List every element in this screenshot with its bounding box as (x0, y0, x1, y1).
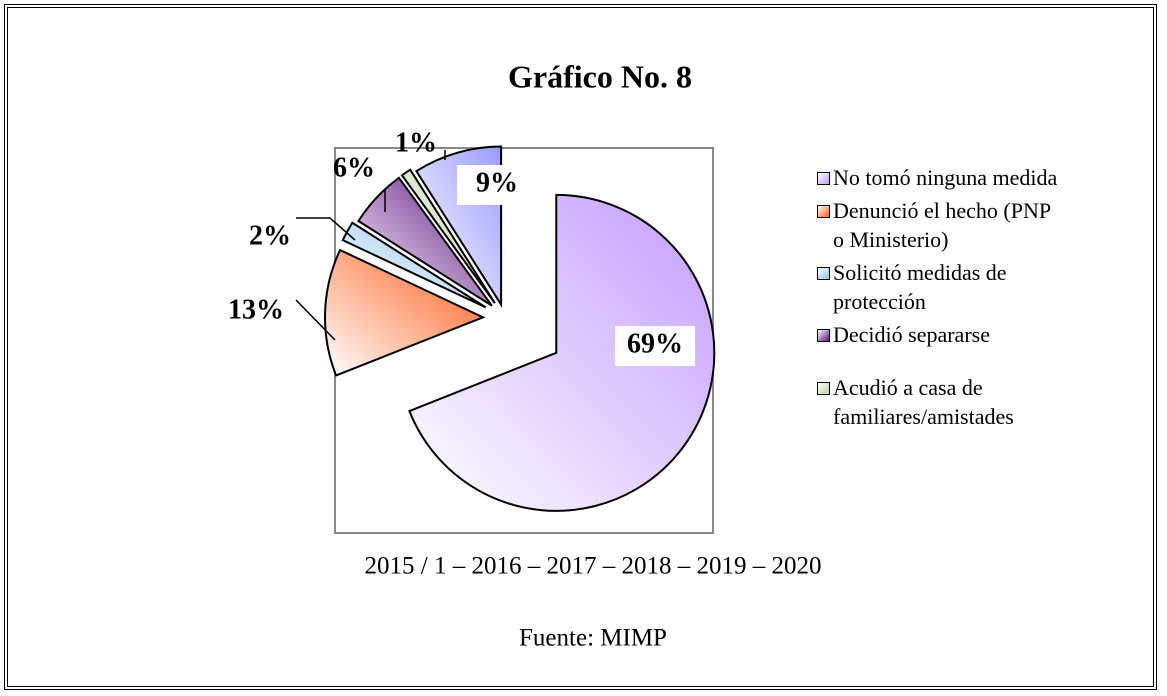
legend-label: No tomó ninguna medida (833, 165, 1058, 190)
legend-label: Acudió a casa de familiares/amistades (833, 375, 1014, 429)
label-box (457, 165, 537, 205)
data-label: 6% (333, 152, 375, 183)
legend-entry: Acudió a casa de familiares/amistades (815, 373, 1060, 431)
legend-entry: Denunció el hecho (PNP o Ministerio) (815, 196, 1060, 254)
pie-slice (400, 168, 496, 304)
source: Fuente: MIMP (519, 625, 667, 652)
legend-entry: Decidió separarse (815, 320, 1060, 349)
data-label: 13% (228, 294, 284, 325)
legend: No tomó ninguna medida Denunció el hecho … (815, 163, 1060, 435)
chart-title: Gráfico No. 8 (508, 58, 692, 94)
pie-slice (324, 248, 486, 377)
legend-swatch (817, 205, 830, 218)
legend-swatch (817, 267, 830, 280)
legend-swatch (817, 382, 830, 395)
subtitle: 2015 / 1 – 2016 – 2017 – 2018 – 2019 – 2… (365, 553, 822, 580)
legend-label: Solicitó medidas de protección (833, 260, 1007, 314)
data-label: 1% (395, 127, 437, 158)
pie-slice (408, 193, 716, 512)
legend-entry: Solicitó medidas de protección (815, 258, 1060, 316)
legend-label: Denunció el hecho (PNP o Ministerio) (833, 198, 1051, 252)
data-label: 9% (476, 167, 518, 198)
legend-swatch (817, 329, 830, 342)
data-label: 69% (627, 328, 683, 359)
pie-slice (357, 176, 493, 307)
leader-line (295, 299, 336, 341)
label-box (615, 326, 695, 366)
legend-entry: No tomó ninguna medida (815, 163, 1060, 192)
pie-slice (341, 221, 487, 309)
frame (4, 4, 1157, 690)
legend-swatch (817, 172, 830, 185)
legend-label: Decidió separarse (833, 322, 990, 347)
data-label: 2% (249, 220, 291, 251)
leader-line (296, 217, 356, 241)
